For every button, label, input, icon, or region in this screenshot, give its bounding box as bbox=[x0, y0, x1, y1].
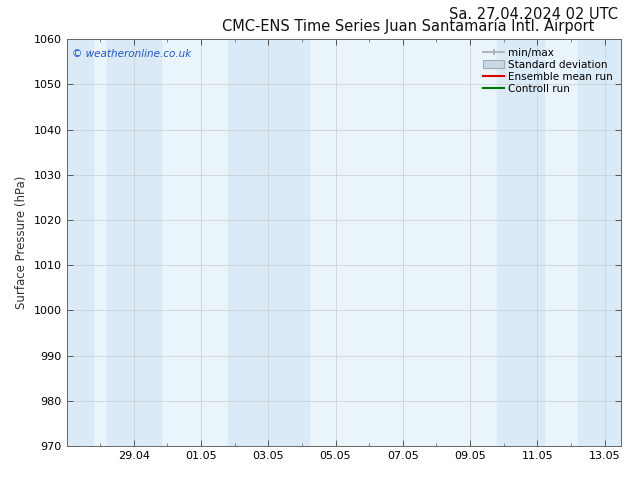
Text: Sa. 27.04.2024 02 UTC: Sa. 27.04.2024 02 UTC bbox=[449, 7, 618, 22]
Bar bbox=[67, 39, 93, 446]
Bar bbox=[578, 39, 621, 446]
Text: CMC-ENS Time Series Juan Santamaría Intl. Airport: CMC-ENS Time Series Juan Santamaría Intl… bbox=[222, 18, 594, 34]
Bar bbox=[107, 39, 160, 446]
Bar bbox=[268, 39, 309, 446]
Bar bbox=[228, 39, 268, 446]
Y-axis label: Surface Pressure (hPa): Surface Pressure (hPa) bbox=[15, 176, 28, 309]
Legend: min/max, Standard deviation, Ensemble mean run, Controll run: min/max, Standard deviation, Ensemble me… bbox=[480, 45, 616, 97]
Text: © weatheronline.co.uk: © weatheronline.co.uk bbox=[72, 49, 191, 59]
Bar bbox=[497, 39, 544, 446]
